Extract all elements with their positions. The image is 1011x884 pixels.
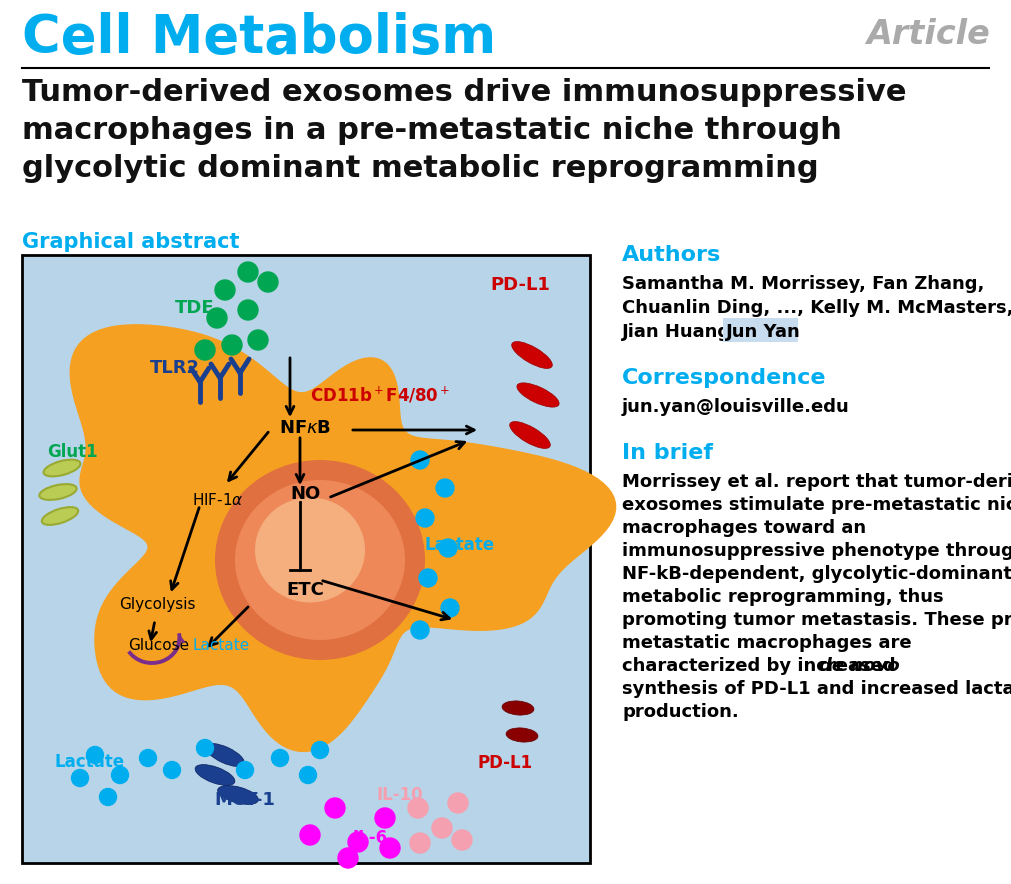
Text: HIF-1$\alpha$: HIF-1$\alpha$ — [192, 492, 244, 508]
Text: Tumor-derived exosomes drive immunosuppressive: Tumor-derived exosomes drive immunosuppr… — [22, 78, 907, 107]
Circle shape — [311, 742, 329, 758]
Text: NF-kB-dependent, glycolytic-dominant: NF-kB-dependent, glycolytic-dominant — [622, 565, 1011, 583]
Circle shape — [207, 308, 227, 328]
Text: Glut1: Glut1 — [47, 443, 97, 461]
Text: Cell Metabolism: Cell Metabolism — [22, 12, 496, 64]
Circle shape — [410, 833, 430, 853]
Ellipse shape — [512, 341, 552, 369]
Text: metabolic reprogramming, thus: metabolic reprogramming, thus — [622, 588, 943, 606]
Ellipse shape — [39, 484, 77, 500]
Text: PD-L1: PD-L1 — [477, 754, 533, 772]
Circle shape — [272, 750, 288, 766]
Text: NF$\kappa$B: NF$\kappa$B — [279, 419, 332, 437]
Text: macrophages toward an: macrophages toward an — [622, 519, 866, 537]
Text: Correspondence: Correspondence — [622, 368, 827, 388]
Circle shape — [248, 330, 268, 350]
Circle shape — [222, 335, 242, 355]
Text: jun.yan@louisville.edu: jun.yan@louisville.edu — [622, 398, 850, 416]
Circle shape — [416, 509, 434, 527]
Ellipse shape — [507, 728, 538, 742]
Text: synthesis of PD-L1 and increased lactate: synthesis of PD-L1 and increased lactate — [622, 680, 1011, 698]
Text: Lactate: Lactate — [192, 637, 250, 652]
Ellipse shape — [510, 422, 550, 448]
Circle shape — [238, 262, 258, 282]
Circle shape — [411, 451, 429, 469]
Circle shape — [72, 769, 89, 787]
Text: CD11b$^+$F4/80$^+$: CD11b$^+$F4/80$^+$ — [309, 385, 450, 405]
Text: de novo: de novo — [819, 657, 900, 675]
Circle shape — [325, 798, 345, 818]
Ellipse shape — [217, 786, 259, 804]
Circle shape — [436, 479, 454, 497]
Text: Lactate: Lactate — [55, 753, 125, 771]
Ellipse shape — [235, 480, 405, 640]
Circle shape — [441, 599, 459, 617]
Text: Authors: Authors — [622, 245, 721, 265]
Ellipse shape — [205, 743, 245, 766]
Text: In brief: In brief — [622, 443, 713, 463]
Circle shape — [452, 830, 472, 850]
Circle shape — [375, 808, 395, 828]
Text: NO: NO — [290, 485, 320, 503]
Circle shape — [300, 825, 320, 845]
Text: TLR2: TLR2 — [150, 359, 200, 377]
Text: immunosuppressive phenotype through: immunosuppressive phenotype through — [622, 542, 1011, 560]
Circle shape — [195, 340, 215, 360]
Text: PD-L1: PD-L1 — [490, 276, 550, 294]
Text: Jian Huang,: Jian Huang, — [622, 323, 744, 341]
Circle shape — [111, 766, 128, 783]
Text: Graphical abstract: Graphical abstract — [22, 232, 240, 252]
Circle shape — [338, 848, 358, 868]
Ellipse shape — [517, 383, 559, 408]
Text: MCT-1: MCT-1 — [214, 791, 275, 809]
FancyBboxPatch shape — [723, 318, 798, 342]
Circle shape — [215, 280, 235, 300]
Circle shape — [196, 740, 213, 757]
Circle shape — [87, 746, 103, 764]
Text: Lactate: Lactate — [425, 536, 495, 554]
Circle shape — [419, 569, 437, 587]
Circle shape — [432, 818, 452, 838]
Circle shape — [439, 539, 457, 557]
Text: Samantha M. Morrissey, Fan Zhang,: Samantha M. Morrissey, Fan Zhang, — [622, 275, 985, 293]
Ellipse shape — [195, 765, 235, 785]
Text: Jun Yan: Jun Yan — [726, 323, 801, 341]
Text: exosomes stimulate pre-metastatic niche: exosomes stimulate pre-metastatic niche — [622, 496, 1011, 514]
Circle shape — [258, 272, 278, 292]
Circle shape — [380, 838, 400, 858]
Text: glycolytic dominant metabolic reprogramming: glycolytic dominant metabolic reprogramm… — [22, 154, 819, 183]
Text: IL-6: IL-6 — [353, 829, 387, 847]
Circle shape — [411, 621, 429, 639]
Text: Glycolysis: Glycolysis — [118, 598, 195, 613]
Text: metastatic macrophages are: metastatic macrophages are — [622, 634, 912, 652]
Text: Morrissey et al. report that tumor-derived: Morrissey et al. report that tumor-deriv… — [622, 473, 1011, 491]
Text: Chuanlin Ding, ..., Kelly M. McMasters,: Chuanlin Ding, ..., Kelly M. McMasters, — [622, 299, 1011, 317]
Circle shape — [348, 832, 368, 852]
Circle shape — [237, 761, 254, 779]
Polygon shape — [70, 324, 616, 751]
Text: Article: Article — [866, 18, 990, 51]
Text: macrophages in a pre-metastatic niche through: macrophages in a pre-metastatic niche th… — [22, 116, 842, 145]
Ellipse shape — [41, 507, 78, 525]
Circle shape — [448, 793, 468, 813]
Text: promoting tumor metastasis. These pro-: promoting tumor metastasis. These pro- — [622, 611, 1011, 629]
Ellipse shape — [215, 460, 425, 660]
Ellipse shape — [255, 498, 365, 603]
Circle shape — [140, 750, 157, 766]
Text: ETC: ETC — [286, 581, 324, 599]
Text: Glucose: Glucose — [128, 637, 189, 652]
Circle shape — [238, 300, 258, 320]
Bar — [22, 255, 590, 863]
Text: characterized by increased: characterized by increased — [622, 657, 902, 675]
Circle shape — [299, 766, 316, 783]
Circle shape — [164, 761, 181, 779]
Text: IL-10: IL-10 — [377, 786, 424, 804]
Ellipse shape — [43, 460, 81, 476]
Circle shape — [408, 798, 428, 818]
Text: production.: production. — [622, 703, 739, 721]
Ellipse shape — [502, 701, 534, 715]
Circle shape — [99, 789, 116, 805]
Text: TDE: TDE — [175, 299, 214, 317]
